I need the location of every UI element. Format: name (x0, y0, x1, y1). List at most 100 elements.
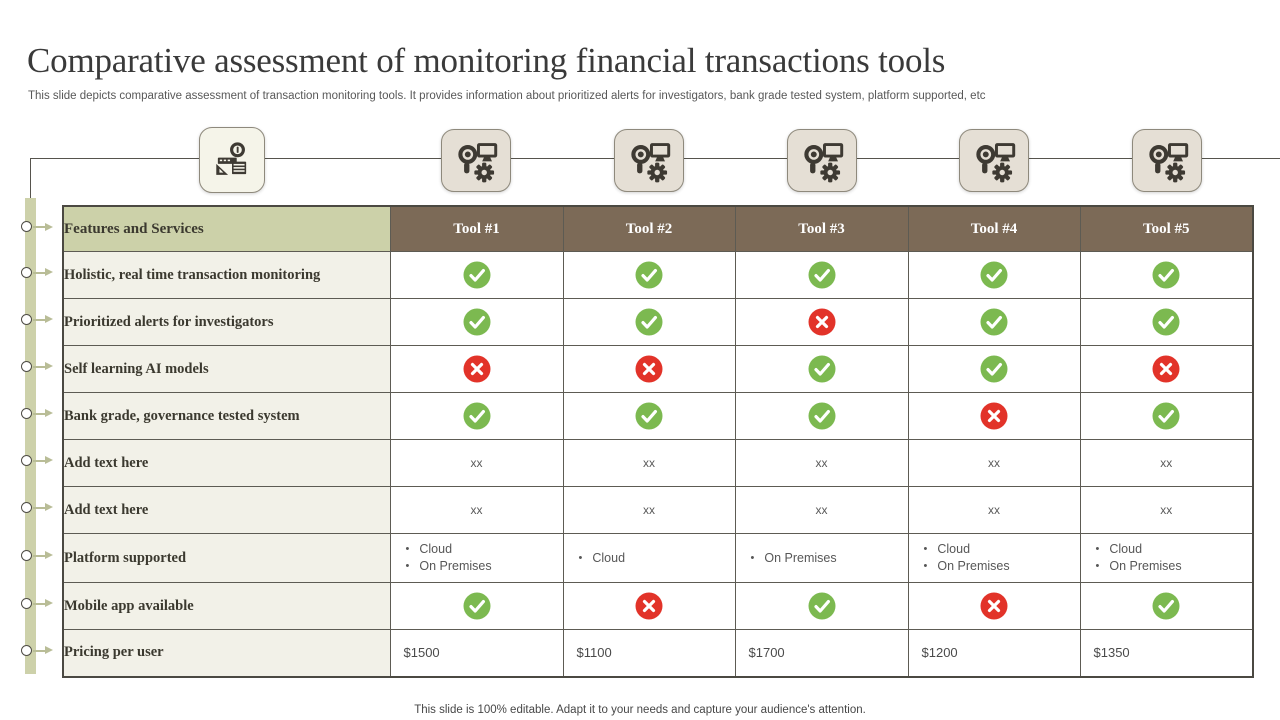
cash-money-icon (210, 138, 254, 182)
placeholder-value: xx (1160, 503, 1172, 517)
cross-icon (980, 592, 1008, 620)
value-cell (908, 252, 1080, 299)
rail-node-circle (21, 221, 32, 232)
cross-icon (808, 308, 836, 336)
rail-arrow-icon (45, 223, 53, 231)
platform-list: • Cloud • On Premises (391, 541, 563, 575)
value-cell (390, 346, 563, 393)
platform-name: On Premises (419, 558, 491, 575)
rail-arrow-stem (33, 319, 45, 321)
check-icon (635, 261, 663, 289)
tool-header-cell: Tool #5 (1080, 206, 1253, 252)
check-icon (463, 592, 491, 620)
check-icon (635, 261, 663, 289)
value-cell: xx (563, 440, 735, 487)
price-value: $1500 (391, 645, 563, 660)
value-cell (563, 346, 735, 393)
placeholder-value: xx (816, 456, 828, 470)
value-cell (390, 252, 563, 299)
bullet-icon: • (406, 558, 410, 575)
feature-label-cell: Self learning AI models (63, 346, 390, 393)
value-cell: $1200 (908, 630, 1080, 677)
platform-list: •On Premises (736, 550, 908, 567)
value-cell (390, 583, 563, 630)
platform-list-item: • On Premises (924, 558, 1080, 575)
value-cell (908, 393, 1080, 440)
cross-icon (980, 402, 1008, 430)
platform-name: On Premises (1109, 558, 1181, 575)
table-row: Self learning AI models (63, 346, 1253, 393)
platform-name: Cloud (1109, 541, 1142, 558)
check-icon (1152, 592, 1180, 620)
platform-list-item: •On Premises (1096, 558, 1253, 575)
platform-list-item: •On Premises (751, 550, 908, 567)
value-cell: xx (563, 487, 735, 534)
value-cell: $1350 (1080, 630, 1253, 677)
value-cell: •Cloud (563, 534, 735, 583)
value-cell: xx (1080, 440, 1253, 487)
rail-arrow-icon (45, 646, 53, 654)
table-row: Mobile app available (63, 583, 1253, 630)
table-row: Pricing per user$1500$1100$1700$1200$135… (63, 630, 1253, 677)
check-icon (808, 261, 836, 289)
check-icon (635, 308, 663, 336)
value-cell (735, 252, 908, 299)
placeholder-value: xx (988, 503, 1000, 517)
check-icon (980, 261, 1008, 289)
bullet-icon: • (924, 541, 928, 558)
tool-header-cell: Tool #3 (735, 206, 908, 252)
platform-name: On Premises (937, 558, 1009, 575)
page-title: Comparative assessment of monitoring fin… (27, 41, 945, 81)
price-value: $1350 (1081, 645, 1253, 660)
rail-arrow-icon (45, 315, 53, 323)
check-icon (463, 308, 491, 336)
placeholder-value: xx (471, 456, 483, 470)
platform-list-item: • On Premises (406, 558, 563, 575)
slide: Comparative assessment of monitoring fin… (0, 0, 1280, 720)
value-cell (908, 299, 1080, 346)
cross-icon (635, 355, 663, 383)
rail-arrow-stem (33, 413, 45, 415)
platform-name: Cloud (419, 541, 452, 558)
value-cell (735, 393, 908, 440)
cross-icon (463, 355, 491, 383)
platform-list: •Cloud (564, 550, 735, 567)
monitoring-settings-icon (971, 138, 1017, 184)
table-row: Prioritized alerts for investigators (63, 299, 1253, 346)
cross-icon (808, 308, 836, 336)
value-cell: $1500 (390, 630, 563, 677)
value-cell (908, 346, 1080, 393)
cross-icon (463, 355, 491, 383)
rail-node-circle (21, 361, 32, 372)
check-icon (1152, 592, 1180, 620)
tool-icon-tile (959, 129, 1029, 192)
rail-node-circle (21, 502, 32, 513)
slide-footer-note: This slide is 100% editable. Adapt it to… (0, 704, 1280, 716)
platform-name: Cloud (937, 541, 970, 558)
platform-name: Cloud (592, 550, 625, 567)
cross-icon (635, 592, 663, 620)
platform-list-item: • Cloud (924, 541, 1080, 558)
check-icon (980, 308, 1008, 336)
feature-label-cell: Platform supported (63, 534, 390, 583)
check-icon (808, 592, 836, 620)
feature-label-cell: Mobile app available (63, 583, 390, 630)
rail-arrow-icon (45, 409, 53, 417)
check-icon (463, 261, 491, 289)
check-icon (463, 592, 491, 620)
value-cell: xx (908, 440, 1080, 487)
platform-list: • Cloud • On Premises (909, 541, 1080, 575)
check-icon (463, 261, 491, 289)
platform-list: •Cloud•On Premises (1081, 541, 1253, 575)
check-icon (808, 261, 836, 289)
check-icon (1152, 308, 1180, 336)
bullet-icon: • (924, 558, 928, 575)
rail-arrow-stem (33, 460, 45, 462)
feature-label-cell: Add text here (63, 440, 390, 487)
monitoring-settings-icon (453, 138, 499, 184)
check-icon (808, 402, 836, 430)
value-cell (735, 346, 908, 393)
rail-node-circle (21, 267, 32, 278)
cross-icon (1152, 355, 1180, 383)
bullet-icon: • (406, 541, 410, 558)
